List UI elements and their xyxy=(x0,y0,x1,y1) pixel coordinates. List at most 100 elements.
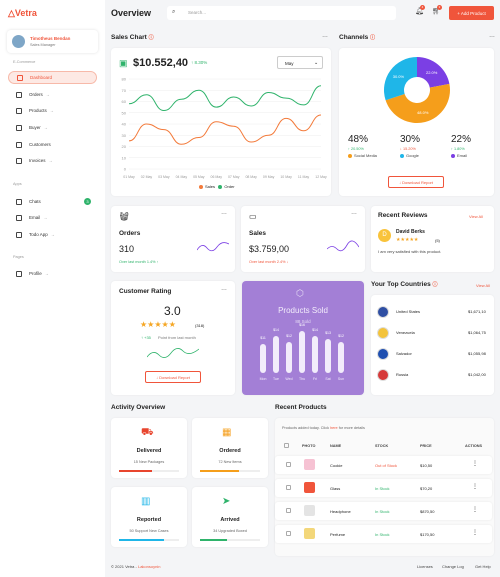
flag-icon xyxy=(377,348,389,360)
country-row[interactable]: Russia $1,042,00 xyxy=(371,367,494,383)
changelog-link[interactable]: Change Log xyxy=(442,564,464,569)
activity-card[interactable]: ▦ Ordered 72 New Items xyxy=(192,418,268,478)
sidebar-item-email[interactable]: Email → xyxy=(8,211,97,224)
search-bar[interactable]: ⌕ Search... xyxy=(167,6,396,20)
col-name: NAME xyxy=(330,444,342,448)
country-value: $1,055,98 xyxy=(468,351,486,356)
reviews-card: Recent Reviews View All D David Berks ★★… xyxy=(371,206,494,272)
footer-author-link[interactable]: Lakonsoynin xyxy=(137,564,161,569)
activity-card[interactable]: ▥ Reported 50 Support New Cases xyxy=(111,487,187,547)
reviewer-name: David Berks xyxy=(396,229,425,235)
sidebar-item-orders[interactable]: Orders → xyxy=(8,88,97,101)
section-label-apps: Apps xyxy=(13,182,22,186)
activity-sub: 50 Support New Cases xyxy=(129,529,169,533)
legend-sales: Sales xyxy=(205,184,216,189)
row-checkbox[interactable] xyxy=(286,485,291,490)
details-link[interactable]: here xyxy=(330,426,338,430)
more-icon[interactable]: … xyxy=(351,210,357,216)
logo-icon: △ xyxy=(8,8,15,18)
info-icon[interactable]: ⓘ xyxy=(148,35,154,41)
activity-card[interactable]: ⛟ Delivered 15 New Packages xyxy=(111,418,187,478)
more-icon[interactable]: … xyxy=(489,33,495,39)
more-icon[interactable]: … xyxy=(322,33,328,39)
select-all-checkbox[interactable] xyxy=(284,443,289,448)
more-icon[interactable]: … xyxy=(221,210,227,216)
product-stock: Out of Stock xyxy=(375,462,398,468)
section-label-pages: Pages xyxy=(13,255,24,259)
table-row[interactable]: Headphone In Stock $870,50 ⋮ xyxy=(275,502,492,520)
col-stock: STOCK xyxy=(375,444,389,448)
reviews-view-all-link[interactable]: View All xyxy=(469,214,483,219)
user-card[interactable]: Timotheus Bendan Sales Manager xyxy=(7,30,98,53)
product-price: $170,50 xyxy=(420,531,435,537)
orders-sparkline xyxy=(197,242,229,252)
sold-bar-label: $12 xyxy=(338,333,344,338)
table-row[interactable]: Cookie Out of Stock $10,50 ⋮ xyxy=(275,456,492,474)
more-icon[interactable]: ⋮ xyxy=(472,507,478,513)
bell-icon[interactable]: 🔔︎ xyxy=(415,8,424,15)
sold-bar-label: $14 xyxy=(273,328,279,333)
rating-download-button[interactable]: ↓ Download Report xyxy=(145,371,201,383)
download-report-button[interactable]: ↓ Download Report xyxy=(388,176,444,188)
pie-slice xyxy=(417,57,450,88)
sold-bar xyxy=(312,336,318,373)
sales-chart-card: ▣ $10.552,40 ↑ 8.30% May ⌄ 80 70 60 50 40 30 2… xyxy=(111,48,331,196)
channel-pct: 22% xyxy=(451,134,472,145)
table-row[interactable]: Perfume In Stock $170,50 ⋮ xyxy=(275,525,492,543)
x-tick-label: 12 May xyxy=(315,175,327,179)
channel-name: Social Media xyxy=(348,153,377,158)
country-name: Salvador xyxy=(396,351,412,356)
sidebar-item-label: Dashboard xyxy=(30,75,53,80)
countries-view-all-link[interactable]: View All xyxy=(476,283,490,288)
period-select[interactable]: May ⌄ xyxy=(277,56,323,69)
profile-icon xyxy=(16,270,22,277)
sidebar-item-dashboard[interactable]: Dashboard xyxy=(8,71,97,84)
sidebar-item-products[interactable]: Products → xyxy=(8,104,97,117)
user-role: Sales Manager xyxy=(30,43,56,47)
country-row[interactable]: Venezuela $1,064,75 xyxy=(371,325,494,341)
activity-progress-fill xyxy=(200,539,227,541)
logo[interactable]: △Vetra xyxy=(8,8,37,19)
channel-pct: 30% xyxy=(400,134,421,145)
channel-change: ↑ 20.50% xyxy=(348,147,364,151)
sold-day-label: Thu xyxy=(298,377,306,381)
rating-stars: ★★★★★ xyxy=(140,320,176,329)
channel-stat: 22% ↑ 1.80% Email xyxy=(451,134,471,158)
country-row[interactable]: United States $1,671,10 xyxy=(371,304,494,320)
country-row[interactable]: Salvador $1,055,98 xyxy=(371,346,494,362)
table-row[interactable]: Glass In Stock $70,20 ⋮ xyxy=(275,479,492,497)
add-product-button[interactable]: + Add Product xyxy=(449,6,494,20)
help-link[interactable]: Get Help xyxy=(475,564,491,569)
more-icon[interactable]: ⋮ xyxy=(472,461,478,467)
info-icon[interactable]: ⓘ xyxy=(432,282,438,288)
row-checkbox[interactable] xyxy=(286,531,291,536)
row-checkbox[interactable] xyxy=(286,462,291,467)
notification-badge: 4 xyxy=(420,5,425,10)
x-tick-label: 02 May xyxy=(141,175,153,179)
sidebar-item-label: Chats xyxy=(29,199,41,204)
search-input[interactable]: Search... xyxy=(188,10,207,15)
sidebar-item-customers[interactable]: Customers xyxy=(8,138,97,151)
row-checkbox[interactable] xyxy=(286,508,291,513)
col-price: PRICE xyxy=(420,444,432,448)
sidebar-item-invoices[interactable]: Invoices → xyxy=(8,154,97,167)
sidebar-item-buyer[interactable]: Buyer → xyxy=(8,121,97,134)
more-icon[interactable]: … xyxy=(221,286,227,292)
sold-day-label: Sun xyxy=(337,377,345,381)
more-icon[interactable]: ⋮ xyxy=(472,530,478,536)
footer-copyright: © 2021 Vetra - Lakonsoynin xyxy=(111,564,160,569)
activity-progress-fill xyxy=(119,470,152,472)
more-icon[interactable]: ⋮ xyxy=(472,484,478,490)
licenses-link[interactable]: Licenses xyxy=(417,564,433,569)
calendar-icon: ▦ xyxy=(222,427,232,438)
x-tick-label: 06 May xyxy=(211,175,223,179)
chat-badge: 3 xyxy=(84,198,91,205)
sidebar-item-profile[interactable]: Profile → xyxy=(8,267,97,280)
chart-icon: ▥ xyxy=(141,496,151,507)
rating-title: Customer Rating xyxy=(119,288,172,295)
sidebar-item-todo[interactable]: Todo App → xyxy=(8,228,97,241)
cart-icon[interactable]: 🛒︎ xyxy=(432,8,441,15)
activity-card[interactable]: ➤ Arrived 34 Upgraded Boxed xyxy=(192,487,268,547)
sidebar-item-chats[interactable]: Chats 3 xyxy=(8,195,97,208)
info-icon[interactable]: ⓘ xyxy=(370,35,376,41)
